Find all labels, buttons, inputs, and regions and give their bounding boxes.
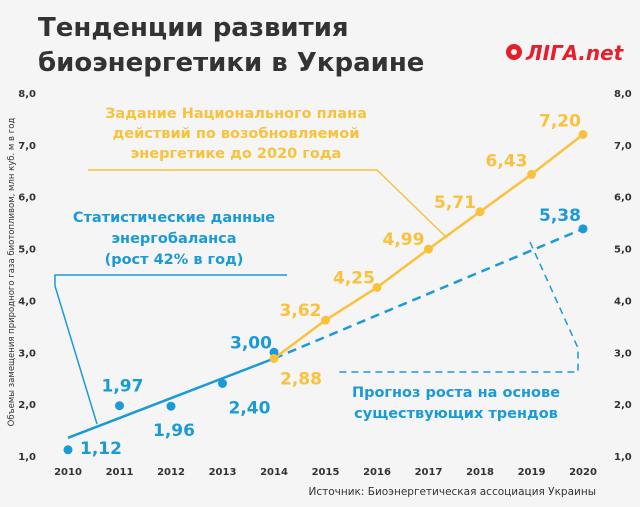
y-tick-label-left: 8,0 xyxy=(18,89,36,100)
y-ticks-right: 1,0 2,0 3,0 4,0 5,0 6,0 7,0 8,0 xyxy=(614,89,632,463)
stat-data-label: 1,97 xyxy=(102,377,144,397)
plan-data-label: 4,99 xyxy=(383,230,425,250)
y-tick-label-left: 7,0 xyxy=(18,141,36,152)
series-points xyxy=(63,129,588,455)
logo: ЛIГА.net xyxy=(506,41,625,65)
x-tick-label: 2019 xyxy=(518,467,546,478)
y-tick-label-left: 6,0 xyxy=(18,193,36,204)
y-tick-label-right: 1,0 xyxy=(614,452,632,463)
x-tick-label: 2010 xyxy=(54,467,82,478)
x-tick-label: 2011 xyxy=(106,467,134,478)
stats-annotation-line: (рост 42% в год) xyxy=(105,252,244,268)
trend-end-label: 5,38 xyxy=(539,206,581,226)
stat-point xyxy=(269,347,279,357)
y-tick-label-right: 7,0 xyxy=(614,141,632,152)
forecast-annotation-line: Прогноз роста на основе xyxy=(352,385,560,401)
data-labels: 1,12 1,97 1,96 2,40 3,00 5,38 2,88 3,62 4,25 4,99… xyxy=(80,111,581,458)
trend-line-solid xyxy=(67,357,275,440)
annotation-connectors xyxy=(54,169,579,425)
y-tick-label-left: 3,0 xyxy=(18,348,36,359)
x-tick-label: 2018 xyxy=(466,467,494,478)
stat-data-label: 1,12 xyxy=(80,439,122,459)
stat-point xyxy=(115,401,124,411)
stat-data-label: 3,00 xyxy=(230,333,272,353)
forecast-annotation-line: существующих трендов xyxy=(354,406,558,422)
y-tick-label-right: 5,0 xyxy=(614,245,632,256)
x-tick-label: 2015 xyxy=(312,467,340,478)
x-tick-label: 2020 xyxy=(569,467,597,478)
x-tick-label: 2017 xyxy=(415,467,443,478)
plan-data-label: 2,88 xyxy=(280,370,322,390)
plan-point xyxy=(475,207,485,217)
stats-annotation-line: Статистические данные xyxy=(73,210,275,226)
plan-point xyxy=(372,282,382,292)
plan-annotation-line: действий по возобновляемой xyxy=(113,126,360,142)
y-tick-label-left: 2,0 xyxy=(18,400,36,411)
stat-point xyxy=(218,378,227,388)
source-note: Источник: Биоэнергетическая ассоциация У… xyxy=(308,486,596,498)
stat-point xyxy=(166,401,176,411)
y-tick-label-right: 4,0 xyxy=(614,296,632,307)
plan-point xyxy=(578,129,588,139)
stat-point xyxy=(63,445,73,455)
y-tick-label-right: 6,0 xyxy=(614,193,632,204)
y-tick-label-right: 3,0 xyxy=(614,348,632,359)
plan-connector xyxy=(88,169,448,239)
y-axis-label: Объемы замещения природного газа биотопл… xyxy=(7,118,17,427)
x-tick-label: 2014 xyxy=(260,467,288,478)
stat-data-label: 2,40 xyxy=(229,398,271,418)
plan-data-label: 6,43 xyxy=(486,151,528,171)
plan-data-label: 5,71 xyxy=(434,193,476,213)
y-tick-label-left: 4,0 xyxy=(18,296,36,307)
plan-data-label: 7,20 xyxy=(539,111,581,131)
stats-connector xyxy=(54,274,287,425)
trend-end-point xyxy=(578,224,588,234)
plan-point xyxy=(424,244,433,254)
y-tick-label-right: 2,0 xyxy=(614,400,632,411)
y-tick-label-left: 1,0 xyxy=(18,452,36,463)
stats-annotation-line: энергобаланса xyxy=(111,231,236,247)
plan-point xyxy=(527,169,536,179)
annotations: Статистические данные энергобаланса (рост … xyxy=(73,106,560,422)
plan-point xyxy=(269,354,279,364)
title-line-1: Тенденции развития xyxy=(38,13,349,43)
x-ticks: 2010 2011 2012 2013 2014 2015 2016 2017 2018 2019… xyxy=(54,467,597,478)
x-tick-label: 2012 xyxy=(157,467,185,478)
x-tick-label: 2013 xyxy=(209,467,237,478)
title-line-2: биоэнергетики в Украине xyxy=(38,48,424,78)
y-tick-label-right: 8,0 xyxy=(614,89,632,100)
plan-annotation-line: Задание Национального плана xyxy=(105,106,367,122)
logo-icon-inner xyxy=(511,49,517,55)
logo-text: ЛIГА.net xyxy=(525,41,625,65)
plan-data-label: 4,25 xyxy=(333,268,375,288)
stat-data-label: 1,96 xyxy=(153,421,195,441)
plan-point xyxy=(321,315,330,325)
y-ticks-left: 1,0 2,0 3,0 4,0 5,0 6,0 7,0 8,0 xyxy=(18,89,36,463)
plan-annotation-line: энергетике до 2020 года xyxy=(131,146,342,162)
x-tick-label: 2016 xyxy=(363,467,391,478)
y-tick-label-left: 5,0 xyxy=(18,245,36,256)
plan-data-label: 3,62 xyxy=(280,301,322,321)
trend-line-dashed xyxy=(273,227,584,360)
